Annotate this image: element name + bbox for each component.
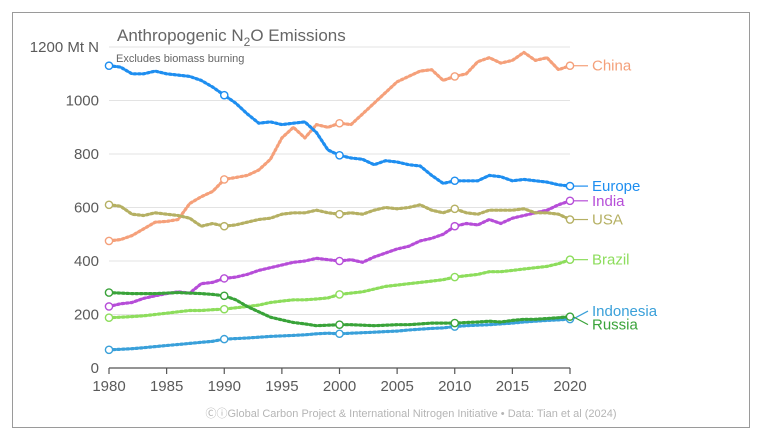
chart-frame: 0 200 400 600 800 1000 1200 Mt N 1980 1985 1990 1… xyxy=(12,12,750,428)
series-china xyxy=(104,50,575,246)
footer-credits: ⒸⓘGlobal Carbon Project & International … xyxy=(205,407,616,420)
data-point-marker xyxy=(565,196,575,206)
chart-title: Anthropogenic N2O Emissions xyxy=(117,26,346,49)
x-axis: 1980 1985 1990 1995 2000 2005 2010 2015 2020 xyxy=(92,367,587,395)
y-tick-label: 800 xyxy=(74,146,99,163)
series-brazil xyxy=(104,255,575,323)
data-point-marker xyxy=(450,272,460,282)
data-point-marker xyxy=(335,329,344,339)
x-tick-label: 1980 xyxy=(92,378,125,395)
y-tick-label: 1200 Mt N xyxy=(30,39,99,56)
data-point-marker xyxy=(450,72,460,81)
data-point-marker xyxy=(104,200,114,210)
data-point-marker xyxy=(104,61,114,71)
data-point-marker xyxy=(335,151,344,160)
y-tick-label: 1000 xyxy=(66,93,99,110)
data-point-marker xyxy=(219,221,229,231)
series-label-indonesia: Indonesia xyxy=(592,303,658,320)
data-point-marker xyxy=(335,209,344,219)
y-tick-label: 600 xyxy=(74,200,99,217)
x-tick-label: 2005 xyxy=(380,378,413,395)
data-point-marker xyxy=(565,312,575,321)
data-point-marker xyxy=(450,176,460,186)
grid-lines xyxy=(109,46,570,315)
data-point-marker xyxy=(565,255,575,264)
series-line-brazil xyxy=(107,258,572,320)
footer-text: Global Carbon Project & International Ni… xyxy=(227,408,616,420)
data-point-marker xyxy=(219,175,229,184)
x-tick-label: 1995 xyxy=(265,378,298,395)
y-axis-ticks: 0 200 400 600 800 1000 1200 Mt N xyxy=(30,39,99,377)
data-point-marker xyxy=(335,290,344,299)
data-point-marker xyxy=(565,215,575,224)
data-point-marker xyxy=(450,204,460,214)
x-tick-label: 1990 xyxy=(208,378,241,395)
series-label-china: China xyxy=(592,58,632,75)
label-leader-line xyxy=(572,316,589,326)
y-tick-label: 0 xyxy=(91,360,99,377)
series-label-usa: USA xyxy=(592,212,623,229)
data-point-marker xyxy=(450,221,460,231)
data-point-marker xyxy=(219,90,229,100)
series-russia xyxy=(104,288,575,329)
series-label-europe: Europe xyxy=(592,178,640,195)
series-lines xyxy=(104,50,575,355)
data-point-marker xyxy=(104,313,114,323)
series-label-russia: Russia xyxy=(592,317,639,334)
chart-subtitle: Excludes biomass burning xyxy=(116,53,244,65)
data-point-marker xyxy=(219,304,229,314)
series-usa xyxy=(104,200,575,231)
y-tick-label: 400 xyxy=(74,253,99,270)
data-point-marker xyxy=(219,274,229,283)
data-point-marker xyxy=(450,318,460,328)
series-europe xyxy=(104,61,575,191)
x-tick-label: 1985 xyxy=(150,378,183,395)
x-tick-label: 2010 xyxy=(438,378,471,395)
x-tick-label: 2000 xyxy=(323,378,356,395)
data-point-marker xyxy=(335,256,344,266)
data-point-marker xyxy=(335,118,344,128)
x-tick-label: 2020 xyxy=(553,378,586,395)
data-point-marker xyxy=(104,236,114,246)
series-label-india: India xyxy=(592,193,625,210)
series-label-brazil: Brazil xyxy=(592,252,630,269)
y-tick-label: 200 xyxy=(74,307,99,324)
license-icons: Ⓒⓘ xyxy=(205,407,227,420)
data-point-marker xyxy=(104,288,114,297)
data-point-marker xyxy=(565,181,575,191)
data-point-marker xyxy=(565,61,575,71)
data-point-marker xyxy=(219,291,229,301)
series-path xyxy=(107,258,572,320)
data-point-marker xyxy=(219,334,229,344)
x-tick-label: 2015 xyxy=(496,378,529,395)
data-point-marker xyxy=(104,345,114,355)
data-point-marker xyxy=(335,320,344,329)
data-point-marker xyxy=(104,302,114,311)
